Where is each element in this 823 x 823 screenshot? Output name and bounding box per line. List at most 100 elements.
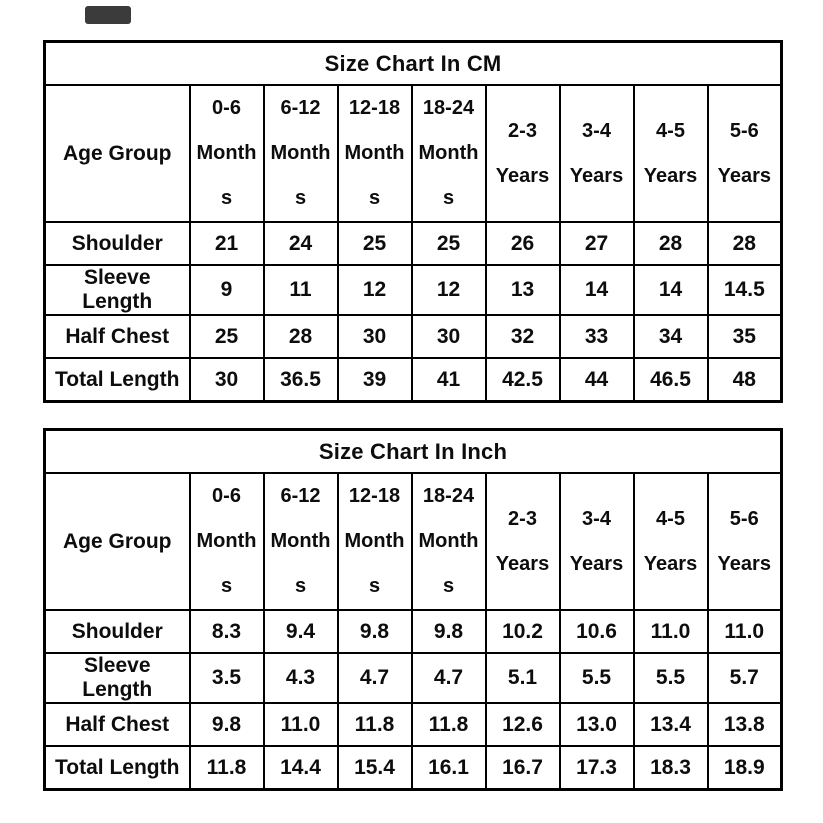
age-range-header: 0-6 Months [188, 472, 265, 611]
measurement-value: 12 [336, 264, 413, 316]
measurement-value: 13.0 [558, 702, 635, 747]
measurement-value: 14 [558, 264, 635, 316]
measurement-value: 4.7 [336, 652, 413, 704]
age-range-header: 2-3 Years [484, 84, 561, 223]
measurement-value: 28 [262, 314, 339, 359]
table-row: Half Chest 25 28 30 30 32 33 34 35 [43, 314, 783, 359]
measurement-value: 4.3 [262, 652, 339, 704]
measurement-value: 11.0 [262, 702, 339, 747]
age-range-header: 12-18 Months [336, 84, 413, 223]
age-range-header: 3-4 Years [558, 472, 635, 611]
measurement-value: 14.5 [706, 264, 783, 316]
measurement-label: Sleeve Length [43, 652, 191, 704]
measurement-value: 42.5 [484, 357, 561, 403]
age-group-header: Age Group [43, 84, 191, 223]
size-chart-inch-table: Size Chart In Inch Age Group 0-6 Months 6-1… [43, 428, 783, 791]
age-range-header: 2-3 Years [484, 472, 561, 611]
measurement-value: 12.6 [484, 702, 561, 747]
table-title-row: Size Chart In Inch [43, 428, 783, 474]
measurement-value: 26 [484, 221, 561, 266]
age-range-header: 4-5 Years [632, 84, 709, 223]
table-title-row: Size Chart In CM [43, 40, 783, 86]
measurement-value: 3.5 [188, 652, 265, 704]
measurement-value: 39 [336, 357, 413, 403]
measurement-value: 16.1 [410, 745, 487, 791]
measurement-value: 11.0 [706, 609, 783, 654]
table-row: Half Chest 9.8 11.0 11.8 11.8 12.6 13.0 13.4 13.… [43, 702, 783, 747]
measurement-value: 18.9 [706, 745, 783, 791]
measurement-value: 16.7 [484, 745, 561, 791]
size-table: Size Chart In Inch Age Group 0-6 Months 6-1… [43, 428, 783, 791]
age-group-header: Age Group [43, 472, 191, 611]
measurement-value: 12 [410, 264, 487, 316]
measurement-value: 24 [262, 221, 339, 266]
age-range-header: 0-6 Months [188, 84, 265, 223]
measurement-value: 33 [558, 314, 635, 359]
measurement-value: 21 [188, 221, 265, 266]
measurement-label: Half Chest [43, 314, 191, 359]
table-header-row: Age Group 0-6 Months 6-12 Months 12-18 Mont… [43, 472, 783, 611]
measurement-value: 13 [484, 264, 561, 316]
measurement-label: Sleeve Length [43, 264, 191, 316]
age-range-header: 5-6 Years [706, 472, 783, 611]
measurement-value: 17.3 [558, 745, 635, 791]
measurement-value: 11.8 [410, 702, 487, 747]
age-range-header: 6-12 Months [262, 472, 339, 611]
measurement-value: 30 [188, 357, 265, 403]
measurement-value: 32 [484, 314, 561, 359]
measurement-label: Half Chest [43, 702, 191, 747]
table-row: Sleeve Length 3.5 4.3 4.7 4.7 5.1 5.5 5.5 5.7 [43, 652, 783, 704]
measurement-value: 30 [410, 314, 487, 359]
measurement-value: 25 [410, 221, 487, 266]
measurement-value: 34 [632, 314, 709, 359]
measurement-value: 14 [632, 264, 709, 316]
measurement-label: Shoulder [43, 609, 191, 654]
measurement-value: 30 [336, 314, 413, 359]
measurement-value: 13.4 [632, 702, 709, 747]
measurement-value: 5.7 [706, 652, 783, 704]
age-range-header: 6-12 Months [262, 84, 339, 223]
measurement-value: 25 [188, 314, 265, 359]
measurement-value: 28 [706, 221, 783, 266]
measurement-value: 46.5 [632, 357, 709, 403]
age-range-header: 5-6 Years [706, 84, 783, 223]
measurement-value: 5.5 [632, 652, 709, 704]
table-row: Shoulder 21 24 25 25 26 27 28 28 [43, 221, 783, 266]
measurement-value: 41 [410, 357, 487, 403]
table-row: Total Length 11.8 14.4 15.4 16.1 16.7 17.3 18.3… [43, 745, 783, 791]
table-header-row: Age Group 0-6 Months 6-12 Months 12-18 Mont… [43, 84, 783, 223]
measurement-value: 48 [706, 357, 783, 403]
measurement-value: 11.8 [188, 745, 265, 791]
measurement-value: 11.8 [336, 702, 413, 747]
measurement-value: 18.3 [632, 745, 709, 791]
table-title: Size Chart In Inch [43, 428, 783, 474]
measurement-value: 10.6 [558, 609, 635, 654]
measurement-value: 9.4 [262, 609, 339, 654]
measurement-value: 27 [558, 221, 635, 266]
measurement-label: Total Length [43, 745, 191, 791]
age-range-header: 18-24 Months [410, 472, 487, 611]
measurement-value: 9 [188, 264, 265, 316]
table-title: Size Chart In CM [43, 40, 783, 86]
age-range-header: 12-18 Months [336, 472, 413, 611]
measurement-value: 4.7 [410, 652, 487, 704]
measurement-value: 35 [706, 314, 783, 359]
measurement-value: 11.0 [632, 609, 709, 654]
measurement-value: 36.5 [262, 357, 339, 403]
size-chart-cm-table: Size Chart In CM Age Group 0-6 Months 6-12 … [43, 40, 784, 403]
measurement-value: 5.5 [558, 652, 635, 704]
measurement-value: 14.4 [262, 745, 339, 791]
measurement-value: 9.8 [188, 702, 265, 747]
measurement-value: 28 [632, 221, 709, 266]
measurement-value: 9.8 [336, 609, 413, 654]
table-row: Sleeve Length 9 11 12 12 13 14 14 14.5 [43, 264, 783, 316]
measurement-value: 15.4 [336, 745, 413, 791]
top-left-badge [85, 6, 131, 24]
age-range-header: 4-5 Years [632, 472, 709, 611]
measurement-value: 8.3 [188, 609, 265, 654]
measurement-value: 13.8 [706, 702, 783, 747]
table-row: Shoulder 8.3 9.4 9.8 9.8 10.2 10.6 11.0 11.0 [43, 609, 783, 654]
measurement-label: Total Length [43, 357, 191, 403]
measurement-value: 25 [336, 221, 413, 266]
measurement-value: 10.2 [484, 609, 561, 654]
